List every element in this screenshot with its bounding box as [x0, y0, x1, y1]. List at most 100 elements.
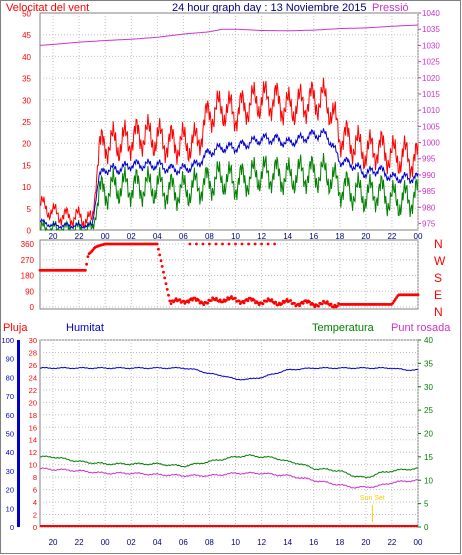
x-tick-label: 18 — [335, 232, 344, 241]
rain-y-tick: 4 — [33, 498, 37, 507]
rain-y-tick: 12 — [29, 448, 37, 457]
temp-y-tick: 20 — [424, 430, 433, 439]
humidity-y-tick: 60 — [6, 411, 14, 420]
rain-y-tick: 14 — [29, 436, 37, 445]
direction-point — [312, 303, 315, 307]
direction-point — [165, 288, 169, 291]
direction-y-tick: 360 — [21, 240, 35, 249]
direction-point — [274, 300, 277, 304]
humidity-y-tick: 90 — [6, 355, 14, 364]
temp-y-tick: 30 — [424, 383, 433, 392]
direction-point — [188, 242, 192, 246]
rain-y-tick: 28 — [29, 348, 37, 357]
pressure-y-tick: 1035 — [422, 25, 440, 34]
direction-point — [210, 299, 213, 302]
direction-point — [325, 300, 329, 303]
direction-point — [225, 298, 228, 302]
direction-point — [257, 303, 261, 307]
rain-y-tick: 18 — [29, 411, 37, 420]
direction-point — [193, 296, 197, 300]
rain-y-tick: 20 — [29, 398, 37, 407]
compass-e: E — [434, 288, 442, 302]
wind-y-tick: 30 — [22, 96, 31, 105]
direction-point — [195, 242, 198, 246]
pressure-y-tick: 990 — [422, 171, 436, 180]
direction-point — [215, 296, 218, 300]
temp-y-tick: 15 — [424, 453, 433, 462]
x-tick-label: 02 — [127, 232, 136, 241]
wind-y-tick: 20 — [22, 140, 31, 149]
x-tick-label: 00 — [101, 538, 110, 547]
temp-y-tick: 0 — [424, 523, 429, 532]
compass-w: W — [434, 254, 446, 268]
rain-label: Pluja — [3, 322, 28, 334]
temp-y-tick: 10 — [424, 476, 433, 485]
direction-point — [253, 242, 257, 246]
rain-y-tick: 0 — [33, 523, 37, 532]
direction-point — [242, 301, 246, 305]
x-tick-label: 10 — [231, 232, 240, 241]
direction-point — [206, 301, 210, 305]
rain-y-tick: 8 — [33, 473, 37, 482]
wind-direction-panel — [39, 239, 419, 310]
x-tick-label: 04 — [153, 538, 162, 547]
wind-y-tick: 0 — [27, 227, 32, 236]
direction-point — [260, 242, 263, 246]
x-tick-label: 18 — [335, 538, 344, 547]
direction-point — [273, 242, 276, 246]
direction-point — [320, 302, 324, 306]
wind-y-tick: 40 — [22, 53, 31, 62]
direction-point — [218, 298, 222, 302]
x-tick-label: 12 — [257, 538, 266, 547]
rain-y-tick: 6 — [33, 486, 37, 495]
direction-point — [233, 296, 237, 300]
direction-point — [84, 268, 87, 272]
direction-point — [197, 299, 201, 302]
rain-y-tick: 30 — [29, 336, 37, 345]
temp-y-tick: 40 — [424, 336, 433, 345]
pressure-label: Pressió — [372, 2, 409, 14]
direction-y-tick: 90 — [25, 287, 34, 296]
direction-point — [159, 259, 163, 263]
page-title: 24 hour graph day : 13 Noviembre 2015 — [172, 2, 366, 14]
pressure-y-tick: 1025 — [422, 58, 440, 67]
pressure-y-tick: 985 — [422, 187, 436, 196]
direction-point — [293, 301, 296, 305]
x-tick-label: 02 — [127, 538, 136, 547]
plot-layer: 0510152025303540455097598098599099510001… — [1, 9, 440, 547]
direction-point — [249, 296, 252, 300]
direction-point — [227, 242, 231, 246]
wind-y-tick: 10 — [22, 183, 31, 192]
direction-point — [336, 304, 339, 308]
humidity-y-tick: 80 — [6, 373, 14, 382]
direction-point — [221, 300, 225, 304]
direction-point — [167, 293, 170, 297]
direction-point — [265, 299, 269, 303]
x-tick-label: 22 — [387, 538, 396, 547]
wind-speed-label: Velocitat del vent — [6, 2, 89, 14]
direction-point — [169, 302, 173, 305]
sunset-label: Sun Set — [360, 495, 385, 502]
compass-n-top: N — [434, 237, 443, 251]
x-tick-label: 04 — [153, 232, 162, 241]
temperature-label: Temperatura — [312, 322, 375, 334]
x-tick-label: 10 — [231, 538, 240, 547]
direction-point — [163, 276, 167, 280]
x-tick-label: 16 — [309, 232, 318, 241]
x-tick-label: 06 — [179, 232, 188, 241]
direction-point — [301, 302, 305, 305]
direction-point — [240, 242, 244, 246]
direction-point — [191, 298, 194, 302]
humidity-y-tick: 40 — [6, 448, 14, 457]
compass-n-bottom: N — [434, 305, 443, 319]
compass-s: S — [434, 271, 442, 285]
direction-y-tick: 180 — [21, 272, 35, 281]
rain-y-tick: 16 — [29, 423, 37, 432]
direction-point — [155, 242, 159, 246]
direction-point — [178, 298, 182, 301]
x-tick-label: 14 — [283, 232, 292, 241]
pressure-y-tick: 975 — [422, 220, 436, 229]
direction-point — [298, 304, 301, 308]
pressure-y-tick: 995 — [422, 155, 436, 164]
rain-y-tick: 10 — [29, 461, 37, 470]
